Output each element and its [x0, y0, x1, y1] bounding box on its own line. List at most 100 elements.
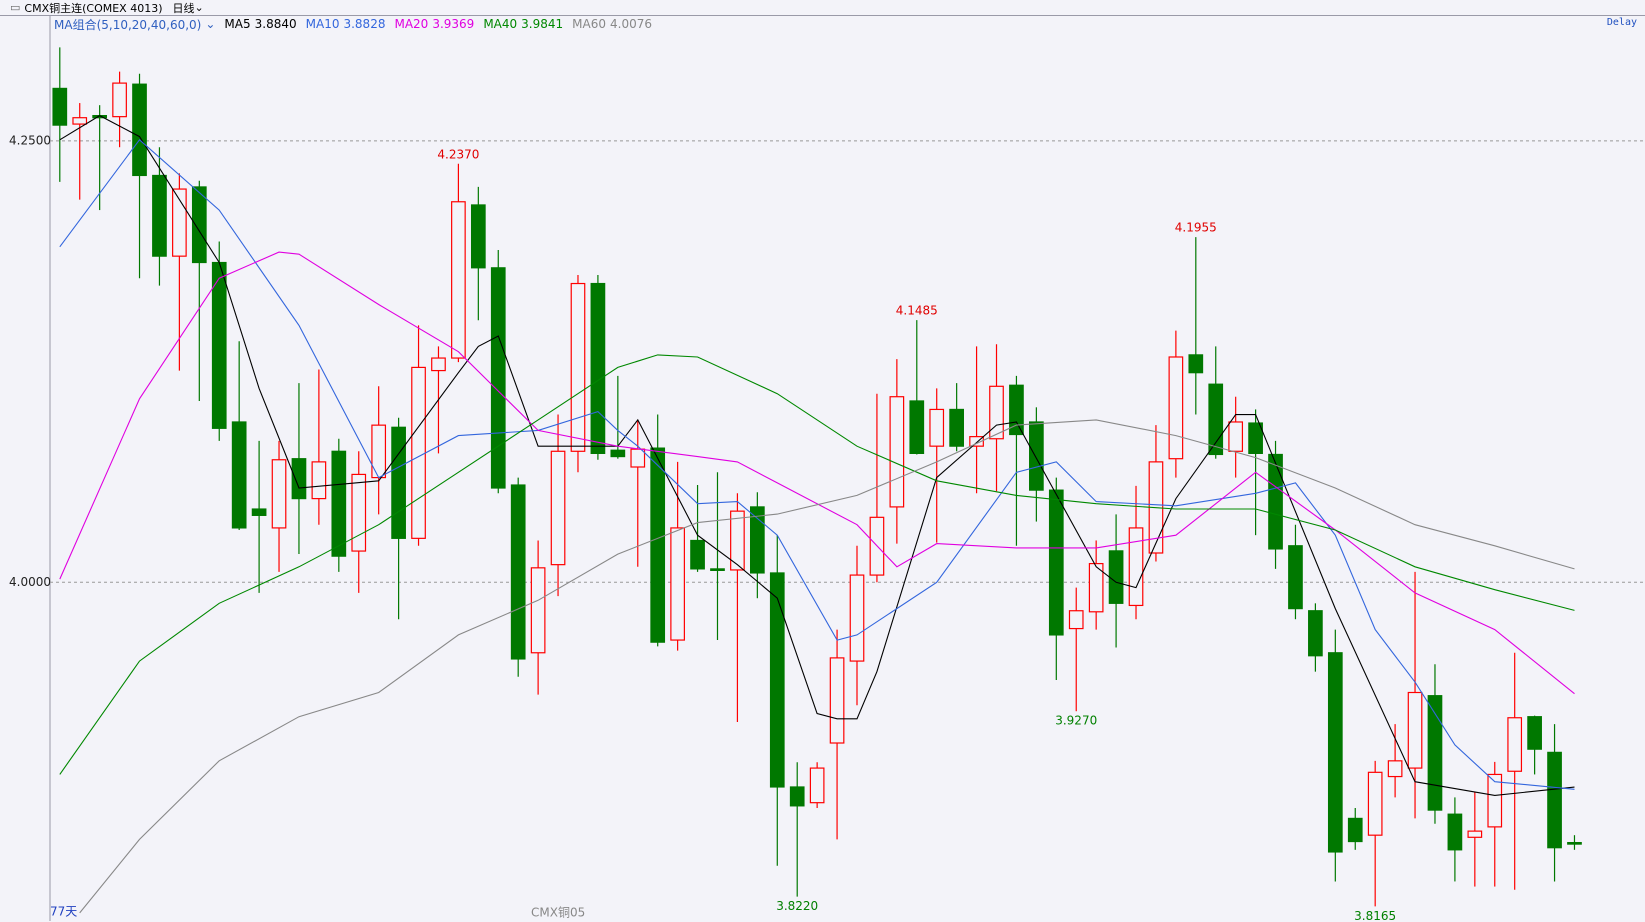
- candle-body: [191, 186, 207, 264]
- candle-body: [1208, 383, 1224, 456]
- candle-body: [311, 461, 327, 500]
- candle-body: [1447, 813, 1463, 851]
- candle-body: [451, 201, 466, 359]
- candle-body: [710, 568, 725, 571]
- candle-body: [152, 174, 167, 257]
- ma-line: [59, 251, 1575, 695]
- low-label: 3.9270: [1055, 714, 1097, 728]
- candle-body: [1288, 545, 1303, 610]
- legend-value: 4.0076: [610, 17, 652, 31]
- candle-body: [251, 508, 267, 516]
- legend-value: 3.8828: [343, 17, 386, 31]
- candle-body: [1567, 841, 1582, 845]
- candle-body: [1188, 354, 1204, 374]
- instrument[interactable]: CMX铜主连(COMEX 4013): [24, 1, 163, 15]
- candle-body: [431, 357, 446, 372]
- y-tick-label: 4.2500: [9, 133, 51, 147]
- candle-body: [291, 458, 307, 500]
- candle-body: [112, 82, 127, 118]
- candle-body: [1248, 422, 1263, 455]
- candle-body: [909, 400, 925, 455]
- legend-name: MA60: [572, 17, 606, 31]
- high-label: 4.2370: [437, 147, 479, 161]
- ma-line: [59, 114, 1575, 796]
- candle-body: [371, 424, 387, 479]
- candle-body: [670, 527, 685, 641]
- candle-body: [550, 450, 566, 566]
- candle-body: [1367, 771, 1383, 836]
- candle-body: [610, 449, 626, 458]
- chevron[interactable]: ⌄: [205, 17, 216, 31]
- candle-body: [1108, 550, 1124, 604]
- candle-body: [1407, 691, 1423, 769]
- candle-body: [829, 657, 845, 744]
- candle-body: [1029, 421, 1044, 491]
- candle-body: [231, 421, 247, 529]
- candle-body: [650, 447, 666, 643]
- high-label: 4.1955: [1175, 221, 1217, 235]
- candle-body: [749, 506, 765, 574]
- candle-body: [570, 282, 586, 452]
- candle-body: [1327, 652, 1343, 853]
- candle-body: [1088, 562, 1104, 613]
- period[interactable]: 日线: [172, 1, 195, 15]
- candle-body: [949, 408, 965, 447]
- candle-body: [1068, 610, 1084, 630]
- candle-body: [1527, 716, 1542, 750]
- chevron[interactable]: ⌄: [194, 1, 204, 14]
- candle-body: [530, 567, 546, 654]
- candle-body: [411, 366, 426, 539]
- ma-line: [59, 138, 1575, 790]
- icon: ▭: [10, 1, 21, 14]
- candle-body: [789, 786, 805, 807]
- candle-body: [132, 83, 147, 177]
- candle-body: [1347, 817, 1363, 843]
- candle-body: [630, 448, 646, 468]
- candle-body: [1168, 356, 1184, 460]
- candle-body: [331, 450, 347, 557]
- candle-body: [391, 426, 406, 539]
- y-tick-label: 4.0000: [9, 575, 51, 589]
- legend-value: 3.8840: [254, 17, 297, 31]
- contract-label: CMX铜05: [531, 905, 585, 920]
- period-count: 77天: [50, 905, 77, 919]
- candle-body: [929, 408, 945, 447]
- candle-body: [889, 396, 905, 508]
- candle-body: [1387, 760, 1403, 778]
- candle-body: [1228, 421, 1244, 452]
- status: Delay: [1606, 17, 1637, 28]
- legend-name: MA10: [305, 17, 340, 31]
- ma-line: [59, 354, 1575, 775]
- candle-body: [510, 484, 526, 660]
- candle-body: [1427, 695, 1443, 811]
- candle-body: [1467, 830, 1483, 838]
- low-label: 3.8220: [776, 899, 818, 913]
- candle-body: [490, 267, 506, 489]
- candle-body: [271, 459, 287, 529]
- legend: MA组合(5,10,20,40,60,0) ⌄ MA5 3.8840 MA10 3.88…: [54, 16, 661, 32]
- candle-body: [769, 572, 785, 788]
- ma-line: [79, 419, 1575, 914]
- candle-body: [211, 261, 227, 429]
- legend-value: 3.9841: [521, 17, 564, 31]
- indicator-label[interactable]: MA组合(5,10,20,40,60,0): [54, 17, 202, 32]
- low-label: 3.8165: [1354, 909, 1396, 922]
- legend-name: MA20: [394, 17, 429, 31]
- candle-body: [1308, 610, 1323, 657]
- candle-body: [1507, 717, 1523, 772]
- candle-body: [52, 87, 68, 126]
- legend-name: MA5: [224, 17, 251, 31]
- candle-body: [1128, 527, 1144, 607]
- high-label: 4.1485: [896, 304, 938, 318]
- candle-body: [351, 473, 367, 552]
- candle-body: [470, 204, 486, 269]
- legend-name: MA40: [483, 17, 518, 31]
- candle-body: [969, 436, 984, 447]
- header: ▭ CMX铜主连(COMEX 4013) 日线 ⌄: [0, 0, 214, 15]
- candle-body: [1048, 489, 1064, 636]
- candle-body: [1487, 773, 1503, 828]
- candle-body: [730, 510, 745, 571]
- candle-body: [590, 282, 606, 455]
